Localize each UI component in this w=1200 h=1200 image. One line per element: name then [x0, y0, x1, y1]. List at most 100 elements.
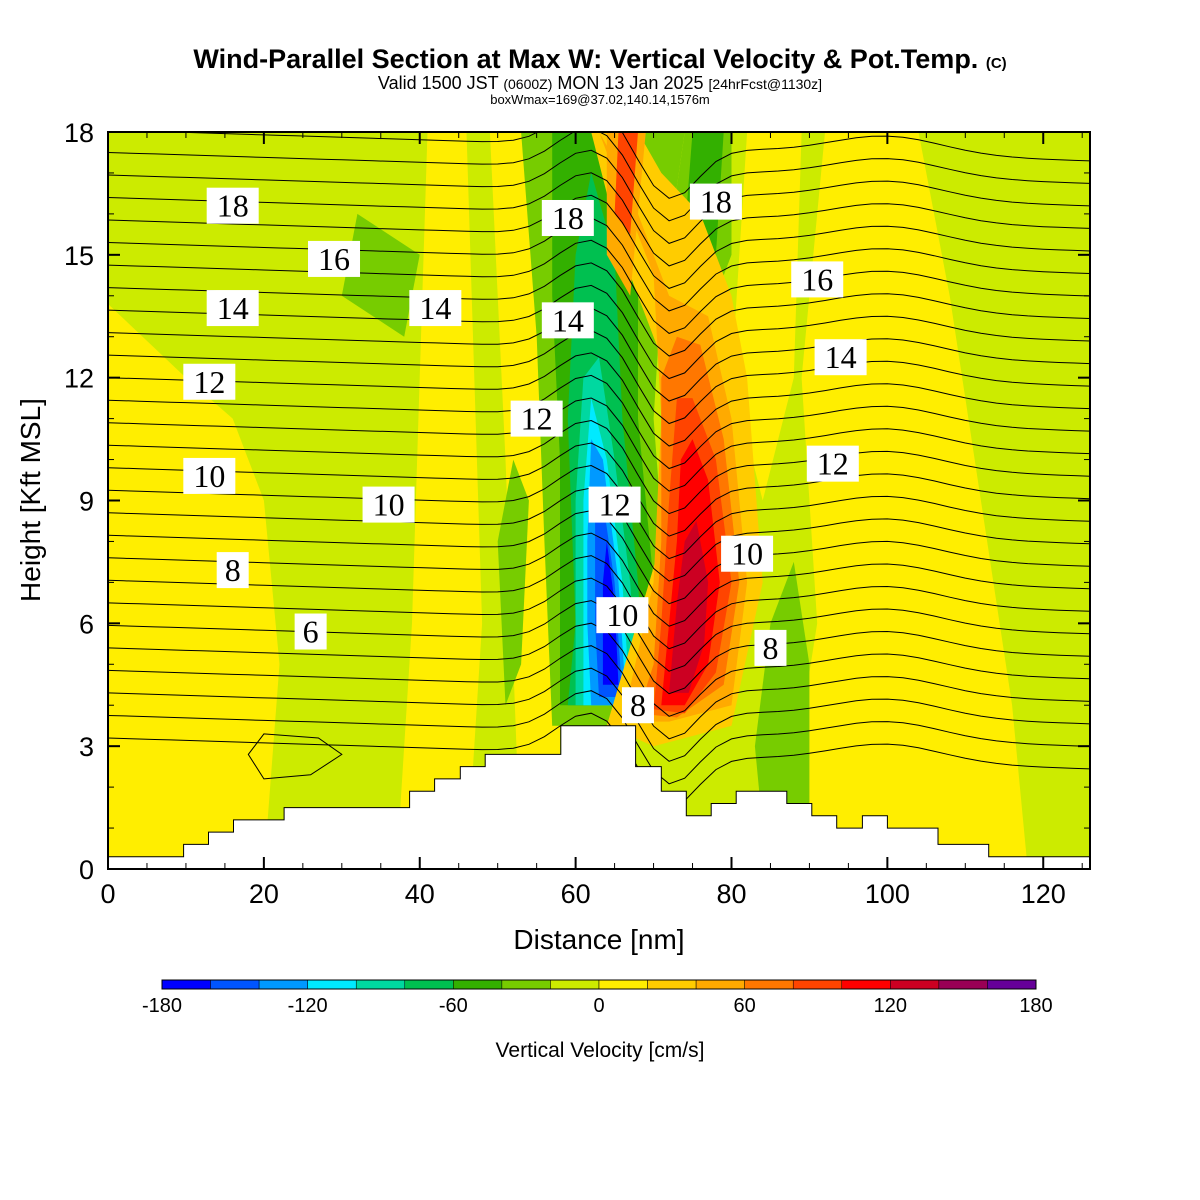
colorbar-swatch-10 — [647, 979, 697, 990]
colorbar-tick-180: 180 — [1019, 995, 1052, 1017]
colorbar-swatch-17 — [987, 979, 1037, 990]
plot-area: 18 16 14 14 12 10 10 8 6 18 14 12 12 10 8 18 16 14 12 10 8 — [108, 132, 1090, 869]
contour-label-3: 14 — [419, 290, 451, 326]
contour-label-20: 8 — [762, 630, 778, 666]
theta-contour-23 — [108, 194, 1090, 289]
contour-label-box-11 — [510, 400, 563, 437]
theta-contour-8 — [108, 532, 1090, 627]
contour-label-box-14 — [621, 687, 654, 724]
contour-label-box-10 — [541, 302, 594, 339]
colorbar-swatch-0 — [161, 979, 211, 990]
contour-label-box-8 — [294, 613, 327, 650]
theta-contour-7 — [108, 555, 1090, 650]
colorbar-swatch-15 — [890, 979, 940, 990]
colorbar-tick--120: -120 — [288, 995, 328, 1017]
y-tick-label-6: 6 — [79, 609, 94, 639]
x-tick-label-40: 40 — [405, 879, 435, 909]
y-tick-label-0: 0 — [79, 855, 94, 885]
colorbar-swatch-8 — [550, 979, 600, 990]
contour-label-11: 12 — [521, 401, 553, 437]
contour-label-box-0 — [206, 187, 259, 224]
contour-label-13: 10 — [606, 597, 638, 633]
contour-label-box-12 — [588, 486, 641, 523]
colorbar-swatch-14 — [841, 979, 891, 990]
contour-label-box-9 — [541, 199, 594, 236]
contour-label-18: 12 — [817, 446, 849, 482]
colorbar-tick-0: 0 — [593, 995, 604, 1017]
colorbar-swatch-9 — [598, 979, 648, 990]
contour-label-box-17 — [814, 339, 867, 376]
x-tick-label-20: 20 — [249, 879, 279, 909]
theta-contour-2 — [108, 667, 1090, 762]
contour-label-box-19 — [721, 535, 774, 572]
x-tick-label-100: 100 — [865, 879, 910, 909]
theta-contour-26 — [108, 132, 1090, 222]
velocity-region-6 — [754, 561, 810, 829]
contour-label-1: 16 — [318, 241, 350, 277]
contour-label-box-16 — [791, 261, 844, 298]
x-tick-label-0: 0 — [100, 879, 115, 909]
valid-time-line: Valid 1500 JST (0600Z) MON 13 Jan 2025 [… — [377, 73, 823, 93]
y-tick-label-9: 9 — [79, 487, 94, 517]
theta-contour-15 — [108, 374, 1090, 470]
contour-label-box-5 — [183, 457, 236, 494]
x-tick-label-60: 60 — [561, 879, 591, 909]
colorbar-swatch-3 — [307, 979, 357, 990]
theta-contour-6 — [108, 577, 1090, 672]
contour-label-box-1 — [308, 240, 361, 277]
theta-contour-24 — [108, 172, 1090, 267]
colorbar-tick--60: -60 — [439, 995, 468, 1017]
contour-label-15: 18 — [700, 184, 732, 220]
contour-label-box-20 — [754, 629, 787, 666]
theta-contour-11 — [108, 464, 1090, 560]
x-tick-label-80: 80 — [716, 879, 746, 909]
theta-contour-closed — [247, 733, 343, 780]
contour-label-5: 10 — [193, 458, 225, 494]
colorbar-tick--180: -180 — [142, 995, 182, 1017]
contour-label-8: 6 — [303, 614, 319, 650]
theta-contour-1 — [108, 690, 1090, 785]
colorbar-frame — [161, 979, 1037, 990]
valid-date: MON 13 Jan 2025 — [557, 73, 704, 93]
y-axis-label: Height [Kft MSL] — [15, 398, 46, 602]
contour-label-box-2 — [206, 290, 259, 327]
contour-label-16: 16 — [801, 261, 833, 297]
theta-contour-22 — [108, 217, 1090, 312]
theta-contour-12 — [108, 442, 1090, 537]
contour-label-12: 12 — [599, 487, 631, 523]
contour-label-2: 14 — [217, 290, 249, 326]
x-axis-label: Distance [nm] — [513, 924, 684, 955]
contour-label-0: 18 — [217, 188, 249, 224]
contour-labels: 18 16 14 14 12 10 10 8 6 18 14 12 12 10 8 18 16 14 12 10 8 — [183, 183, 867, 724]
colorbar-label: Vertical Velocity [cm/s] — [496, 1039, 705, 1062]
theta-contour-13 — [108, 419, 1090, 515]
contour-label-box-3 — [409, 290, 462, 327]
contour-label-4: 12 — [193, 364, 225, 400]
colorbar-swatch-13 — [792, 979, 843, 990]
theta-contour-3 — [108, 645, 1090, 740]
chart-title: Wind-Parallel Section at Max W: Vertical… — [193, 44, 1007, 74]
theta-contour-17 — [108, 329, 1090, 425]
velocity-region-23 — [669, 521, 709, 693]
colorbar-swatch-1 — [210, 979, 260, 990]
theta-contour-18 — [108, 307, 1090, 402]
theta-contour-21 — [108, 239, 1090, 334]
contour-label-7: 8 — [225, 552, 241, 588]
velocity-region-3 — [778, 132, 1028, 869]
colorbar-swatch-12 — [744, 979, 794, 990]
y-tick-label-18: 18 — [64, 118, 94, 148]
velocity-region-7 — [341, 213, 420, 337]
theta-contours — [108, 132, 1090, 807]
contour-label-9: 18 — [552, 200, 584, 236]
contour-label-19: 10 — [731, 536, 763, 572]
y-tick-label-15: 15 — [64, 241, 94, 271]
velocity-region-25 — [614, 132, 638, 235]
colorbar-swatch-7 — [501, 979, 551, 990]
contour-label-box-13 — [596, 597, 649, 634]
box-max-info: boxWmax=169@37.02,140.14,1576m — [490, 92, 710, 107]
contour-label-10: 14 — [552, 302, 584, 338]
colorbar-swatch-11 — [695, 979, 745, 990]
theta-contour-19 — [108, 284, 1090, 380]
contour-label-box-6 — [362, 486, 415, 523]
